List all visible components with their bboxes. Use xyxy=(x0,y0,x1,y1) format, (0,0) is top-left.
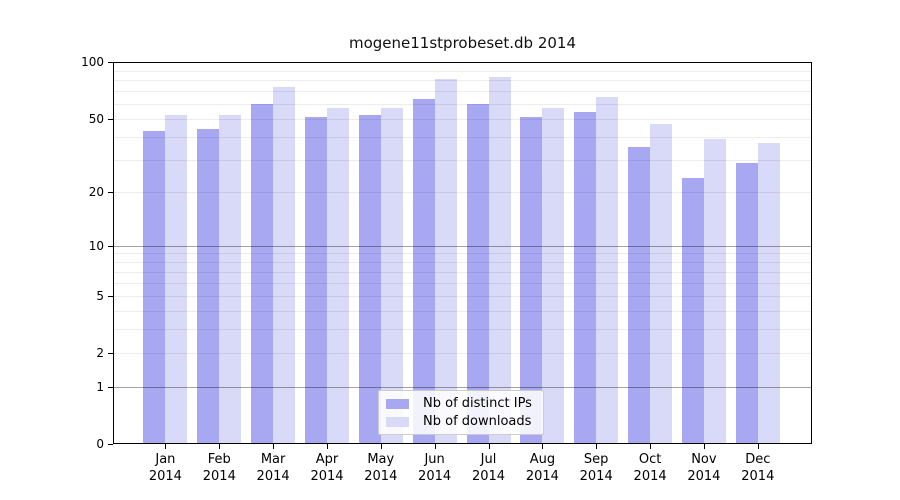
y-tick-label: 10 xyxy=(88,238,104,253)
y-tick-label: 0 xyxy=(96,437,104,451)
x-tick xyxy=(380,444,382,449)
bar-distinct-ips xyxy=(412,98,435,444)
legend: Nb of distinct IPs Nb of downloads xyxy=(378,390,544,435)
bar-downloads xyxy=(434,79,457,444)
x-tick xyxy=(488,444,490,449)
bar-downloads xyxy=(380,107,403,444)
y-tick xyxy=(108,353,113,355)
x-tick-label: Jul 2014 xyxy=(471,452,506,484)
x-tick-label: Sep 2014 xyxy=(579,452,613,484)
y-tick xyxy=(108,118,113,120)
bar-downloads xyxy=(165,115,188,444)
x-tick xyxy=(273,444,275,449)
y-tick xyxy=(108,245,113,247)
x-tick xyxy=(596,444,598,449)
x-tick-label: Feb 2014 xyxy=(202,452,236,484)
bar-downloads xyxy=(488,77,511,444)
x-tick xyxy=(650,444,652,449)
bar-distinct-ips xyxy=(628,147,651,444)
bar-downloads xyxy=(757,142,780,444)
legend-label-downloads: Nb of downloads xyxy=(423,414,532,429)
y-tick xyxy=(108,295,113,297)
x-tick xyxy=(219,444,221,449)
y-tick xyxy=(108,62,113,63)
bar-downloads xyxy=(650,123,673,444)
bar-distinct-ips xyxy=(681,177,704,444)
chart-title: mogene11stprobeset.db 2014 xyxy=(348,34,577,52)
x-tick-label: Jan 2014 xyxy=(148,452,182,484)
bar-distinct-ips xyxy=(466,103,489,444)
bar-distinct-ips xyxy=(305,117,327,444)
legend-swatch-distinct-ips xyxy=(386,398,409,409)
x-tick-label: Oct 2014 xyxy=(633,452,667,484)
x-tick-label: Jun 2014 xyxy=(418,452,452,484)
legend-label-distinct-ips: Nb of distinct IPs xyxy=(423,396,532,411)
y-tick xyxy=(108,444,113,445)
x-tick xyxy=(703,444,705,449)
bar-distinct-ips xyxy=(520,117,543,444)
x-tick xyxy=(434,444,436,449)
x-tick-label: Apr 2014 xyxy=(310,452,344,484)
y-tick xyxy=(108,386,113,388)
bar-distinct-ips xyxy=(143,130,166,444)
y-tick xyxy=(108,192,113,193)
y-tick-label: 1 xyxy=(96,379,104,394)
x-tick xyxy=(327,444,328,449)
x-tick xyxy=(165,444,167,449)
bar-distinct-ips xyxy=(735,162,758,444)
x-tick-label: Mar 2014 xyxy=(256,452,290,484)
bars-layer xyxy=(113,62,812,444)
bar-downloads xyxy=(703,138,726,444)
bar-downloads xyxy=(273,86,296,444)
y-tick-label: 50 xyxy=(88,111,104,126)
y-tick-label: 100 xyxy=(81,55,104,69)
x-tick-label: Nov 2014 xyxy=(687,452,721,484)
y-tick-label: 5 xyxy=(96,288,104,303)
x-tick-label: May 2014 xyxy=(364,452,398,484)
x-tick xyxy=(757,444,759,449)
bar-distinct-ips xyxy=(574,112,597,444)
bar-distinct-ips xyxy=(358,115,381,444)
plot-area xyxy=(113,62,812,444)
bar-downloads xyxy=(327,107,349,444)
bar-downloads xyxy=(219,115,242,444)
bar-downloads xyxy=(596,97,619,444)
legend-row-distinct-ips: Nb of distinct IPs xyxy=(379,396,543,411)
bar-distinct-ips xyxy=(197,128,220,444)
bar-downloads xyxy=(542,107,565,444)
y-tick-label: 2 xyxy=(96,346,104,361)
x-tick-label: Aug 2014 xyxy=(525,452,559,484)
x-tick-label: Dec 2014 xyxy=(741,452,775,484)
y-tick-label: 20 xyxy=(88,185,104,199)
bar-distinct-ips xyxy=(251,103,274,444)
legend-swatch-downloads xyxy=(386,416,409,427)
legend-row-downloads: Nb of downloads xyxy=(379,414,543,429)
x-tick xyxy=(542,444,544,449)
